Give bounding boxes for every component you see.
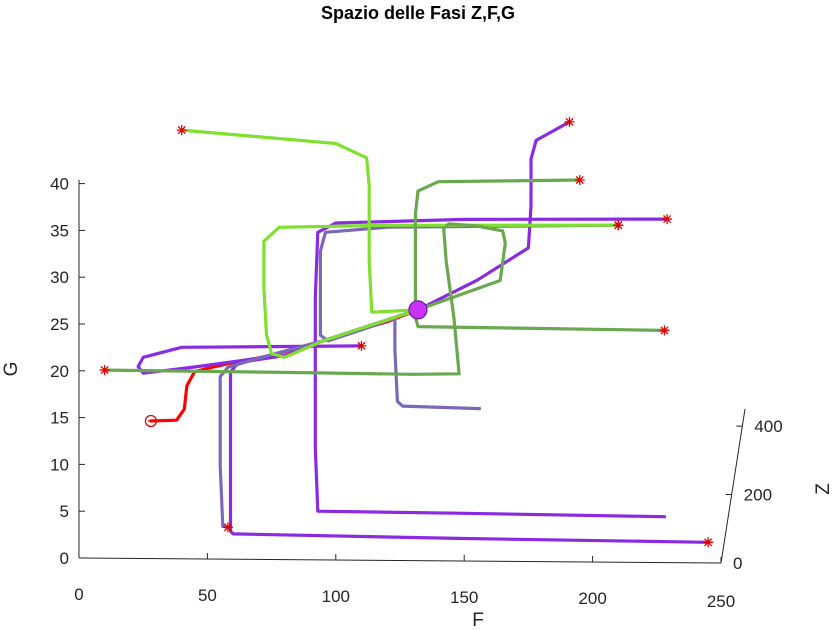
z-tick-label: 0 [733,554,742,573]
start-star-marker [613,220,624,231]
trajectory-line-12 [103,222,507,376]
y-tick-label: 25 [50,315,69,334]
x-axis-line [78,557,722,564]
y-tick-label: 40 [50,175,69,194]
start-star-marker [222,522,233,533]
start-star-marker [703,537,714,548]
trajectory-line-6 [318,223,620,411]
x-tick-label: 150 [450,588,478,607]
x-tick-label: 0 [74,585,83,604]
x-tick-label: 250 [707,592,735,611]
z-axis-label: Z [813,483,834,495]
y-tick-label: 0 [60,549,69,568]
y-tick-label: 30 [50,268,69,287]
y-tick-label: 35 [50,221,69,240]
trajectory-line-8 [180,128,420,314]
start-circle-marker [144,414,158,428]
trajectory-line-1 [149,308,420,423]
y-axis-label: G [1,362,22,377]
trajectory-line-5 [228,308,710,544]
marker-group [99,116,714,548]
start-star-marker [662,214,673,225]
start-star-marker [99,365,110,376]
start-star-marker [176,125,187,136]
start-star-marker [356,340,367,351]
z-axis-line [720,408,746,564]
z-tick-label: 400 [754,417,782,436]
chart-title: Spazio delle Fasi Z,F,G [321,3,515,23]
y-tick-label: 15 [50,409,69,428]
y-tick-label: 20 [50,362,69,381]
trajectory-line-10 [413,178,582,312]
x-axis [78,557,722,564]
y-tick-label: 5 [60,502,69,521]
trajectory-line-2 [416,120,572,312]
x-tick-label: 100 [322,587,350,606]
x-tick-label: 200 [578,589,606,608]
z-tick-label: 200 [744,486,772,505]
y-tick-label: 10 [50,455,69,474]
x-axis-label: F [472,610,484,630]
equilibrium-point-marker [408,300,428,320]
series-group [103,120,710,544]
trajectory-line-4 [136,308,420,375]
x-tick-label: 50 [198,586,217,605]
trajectory-line-3 [313,217,669,519]
start-star-marker [564,116,575,127]
trajectory-line-9 [262,223,620,359]
start-star-marker [659,325,670,336]
z-axis [720,408,746,564]
start-star-marker [574,175,585,186]
